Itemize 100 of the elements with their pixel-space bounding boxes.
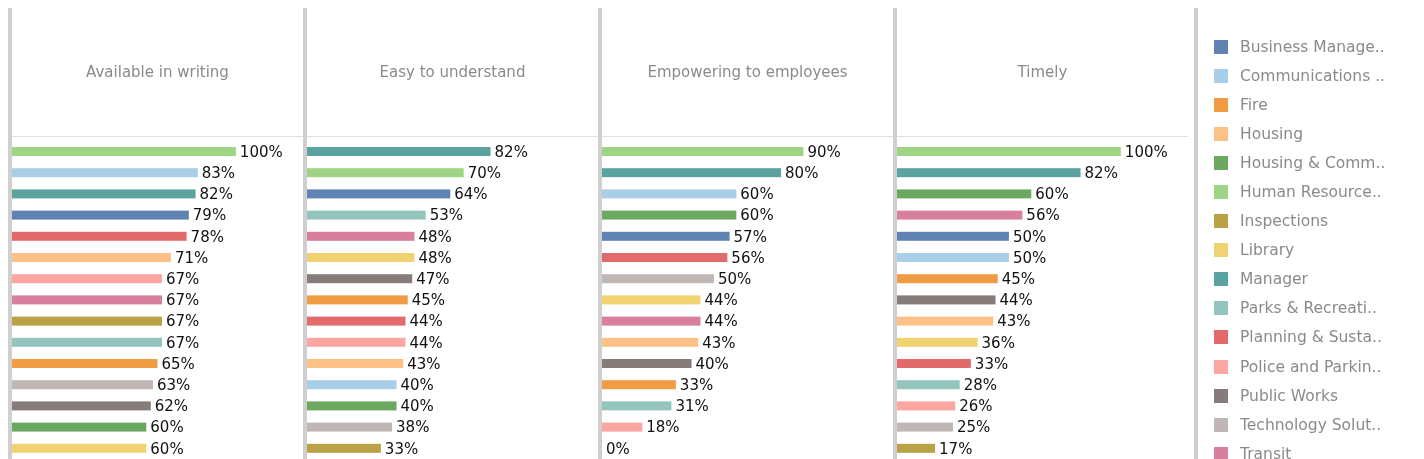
data-label: 43% bbox=[702, 333, 736, 352]
data-label: 56% bbox=[731, 248, 765, 267]
bar bbox=[602, 380, 676, 390]
chart-title: Timely bbox=[897, 8, 1188, 137]
data-label: 31% bbox=[675, 397, 709, 416]
data-label: 62% bbox=[154, 397, 189, 416]
data-label: 45% bbox=[411, 291, 446, 310]
category-label: Human Resource.. bbox=[1240, 183, 1382, 202]
chart-title: Easy to understand bbox=[307, 8, 598, 137]
bar bbox=[897, 337, 978, 347]
bar bbox=[897, 316, 994, 326]
data-label: 44% bbox=[704, 291, 738, 310]
data-label: 40% bbox=[400, 397, 434, 416]
data-label: 18% bbox=[646, 418, 680, 437]
data-label: 0% bbox=[606, 439, 630, 458]
data-label: 67% bbox=[165, 291, 200, 310]
data-label: 40% bbox=[695, 354, 729, 373]
data-label: 44% bbox=[704, 312, 738, 331]
chart-title: Empowering to employees bbox=[602, 8, 893, 137]
bar bbox=[307, 147, 491, 156]
category-label: Communications .. bbox=[1240, 66, 1386, 85]
bar bbox=[602, 295, 701, 305]
bar bbox=[602, 274, 714, 284]
bar bbox=[307, 401, 397, 411]
bar bbox=[897, 253, 1009, 262]
bar bbox=[602, 401, 672, 411]
bar bbox=[602, 253, 728, 262]
bar bbox=[307, 253, 415, 262]
bar bbox=[307, 189, 451, 199]
category-label: Housing bbox=[1240, 124, 1304, 143]
data-label: 65% bbox=[161, 354, 195, 373]
data-label: 60% bbox=[150, 439, 184, 458]
bar bbox=[602, 316, 701, 326]
data-label: 100% bbox=[1124, 142, 1168, 161]
data-label: 50% bbox=[1012, 227, 1047, 246]
bar bbox=[12, 422, 147, 432]
data-label: 90% bbox=[807, 142, 841, 161]
data-label: 64% bbox=[454, 185, 488, 204]
data-label: 80% bbox=[785, 163, 819, 182]
data-label: 43% bbox=[997, 312, 1031, 331]
data-label: 60% bbox=[1035, 185, 1069, 204]
category-label: Housing & Comm.. bbox=[1240, 153, 1386, 172]
data-label: 83% bbox=[201, 163, 236, 182]
data-label: 36% bbox=[981, 333, 1015, 352]
bar bbox=[602, 189, 737, 199]
data-label: 79% bbox=[192, 206, 227, 225]
data-label: 43% bbox=[407, 354, 441, 373]
category-label: Fire bbox=[1240, 95, 1268, 114]
bar bbox=[602, 168, 782, 178]
data-label: 48% bbox=[418, 227, 452, 246]
data-label: 60% bbox=[150, 418, 184, 437]
data-label: 82% bbox=[199, 185, 233, 204]
bar bbox=[12, 295, 162, 305]
data-label: 60% bbox=[740, 206, 774, 225]
category-label: Parks & Recreati.. bbox=[1240, 299, 1377, 318]
bar bbox=[897, 359, 971, 368]
bar bbox=[12, 380, 154, 390]
bar bbox=[897, 295, 996, 305]
data-label: 67% bbox=[165, 312, 200, 331]
category-label: Police and Parkin.. bbox=[1240, 357, 1382, 376]
bar bbox=[307, 316, 406, 326]
data-label: 33% bbox=[384, 439, 419, 458]
category-label: Transit bbox=[1240, 444, 1292, 459]
bar bbox=[897, 443, 936, 453]
data-label: 28% bbox=[963, 375, 998, 394]
data-label: 45% bbox=[1001, 269, 1036, 288]
bar bbox=[12, 316, 162, 326]
bar bbox=[897, 401, 956, 411]
data-label: 56% bbox=[1026, 206, 1060, 225]
data-label: 70% bbox=[467, 163, 502, 182]
data-label: 60% bbox=[740, 185, 774, 204]
bar bbox=[12, 147, 236, 156]
data-label: 100% bbox=[239, 142, 283, 161]
category-label: Public Works bbox=[1240, 386, 1339, 405]
bar bbox=[307, 274, 413, 284]
data-label: 53% bbox=[429, 206, 463, 225]
data-label: 82% bbox=[1084, 163, 1118, 182]
bar bbox=[12, 401, 151, 411]
category-label: Business Manage.. bbox=[1240, 37, 1385, 56]
bar bbox=[602, 337, 699, 347]
bar bbox=[12, 168, 198, 178]
bar bbox=[602, 210, 737, 220]
bar bbox=[897, 231, 1009, 241]
bar bbox=[12, 274, 162, 284]
bar bbox=[307, 359, 404, 368]
data-label: 25% bbox=[956, 418, 991, 437]
data-label: 47% bbox=[416, 269, 450, 288]
data-label: 17% bbox=[939, 439, 973, 458]
data-label: 40% bbox=[400, 375, 434, 394]
bar bbox=[897, 168, 1081, 178]
bar bbox=[897, 274, 998, 284]
bar bbox=[307, 443, 381, 453]
bar bbox=[897, 189, 1032, 199]
chart-title: Available in writing bbox=[12, 8, 303, 137]
data-label: 44% bbox=[999, 291, 1033, 310]
category-label: Planning & Susta.. bbox=[1240, 328, 1382, 347]
bar bbox=[897, 422, 953, 432]
data-label: 50% bbox=[717, 269, 752, 288]
bar bbox=[307, 168, 464, 178]
bar bbox=[897, 147, 1121, 156]
